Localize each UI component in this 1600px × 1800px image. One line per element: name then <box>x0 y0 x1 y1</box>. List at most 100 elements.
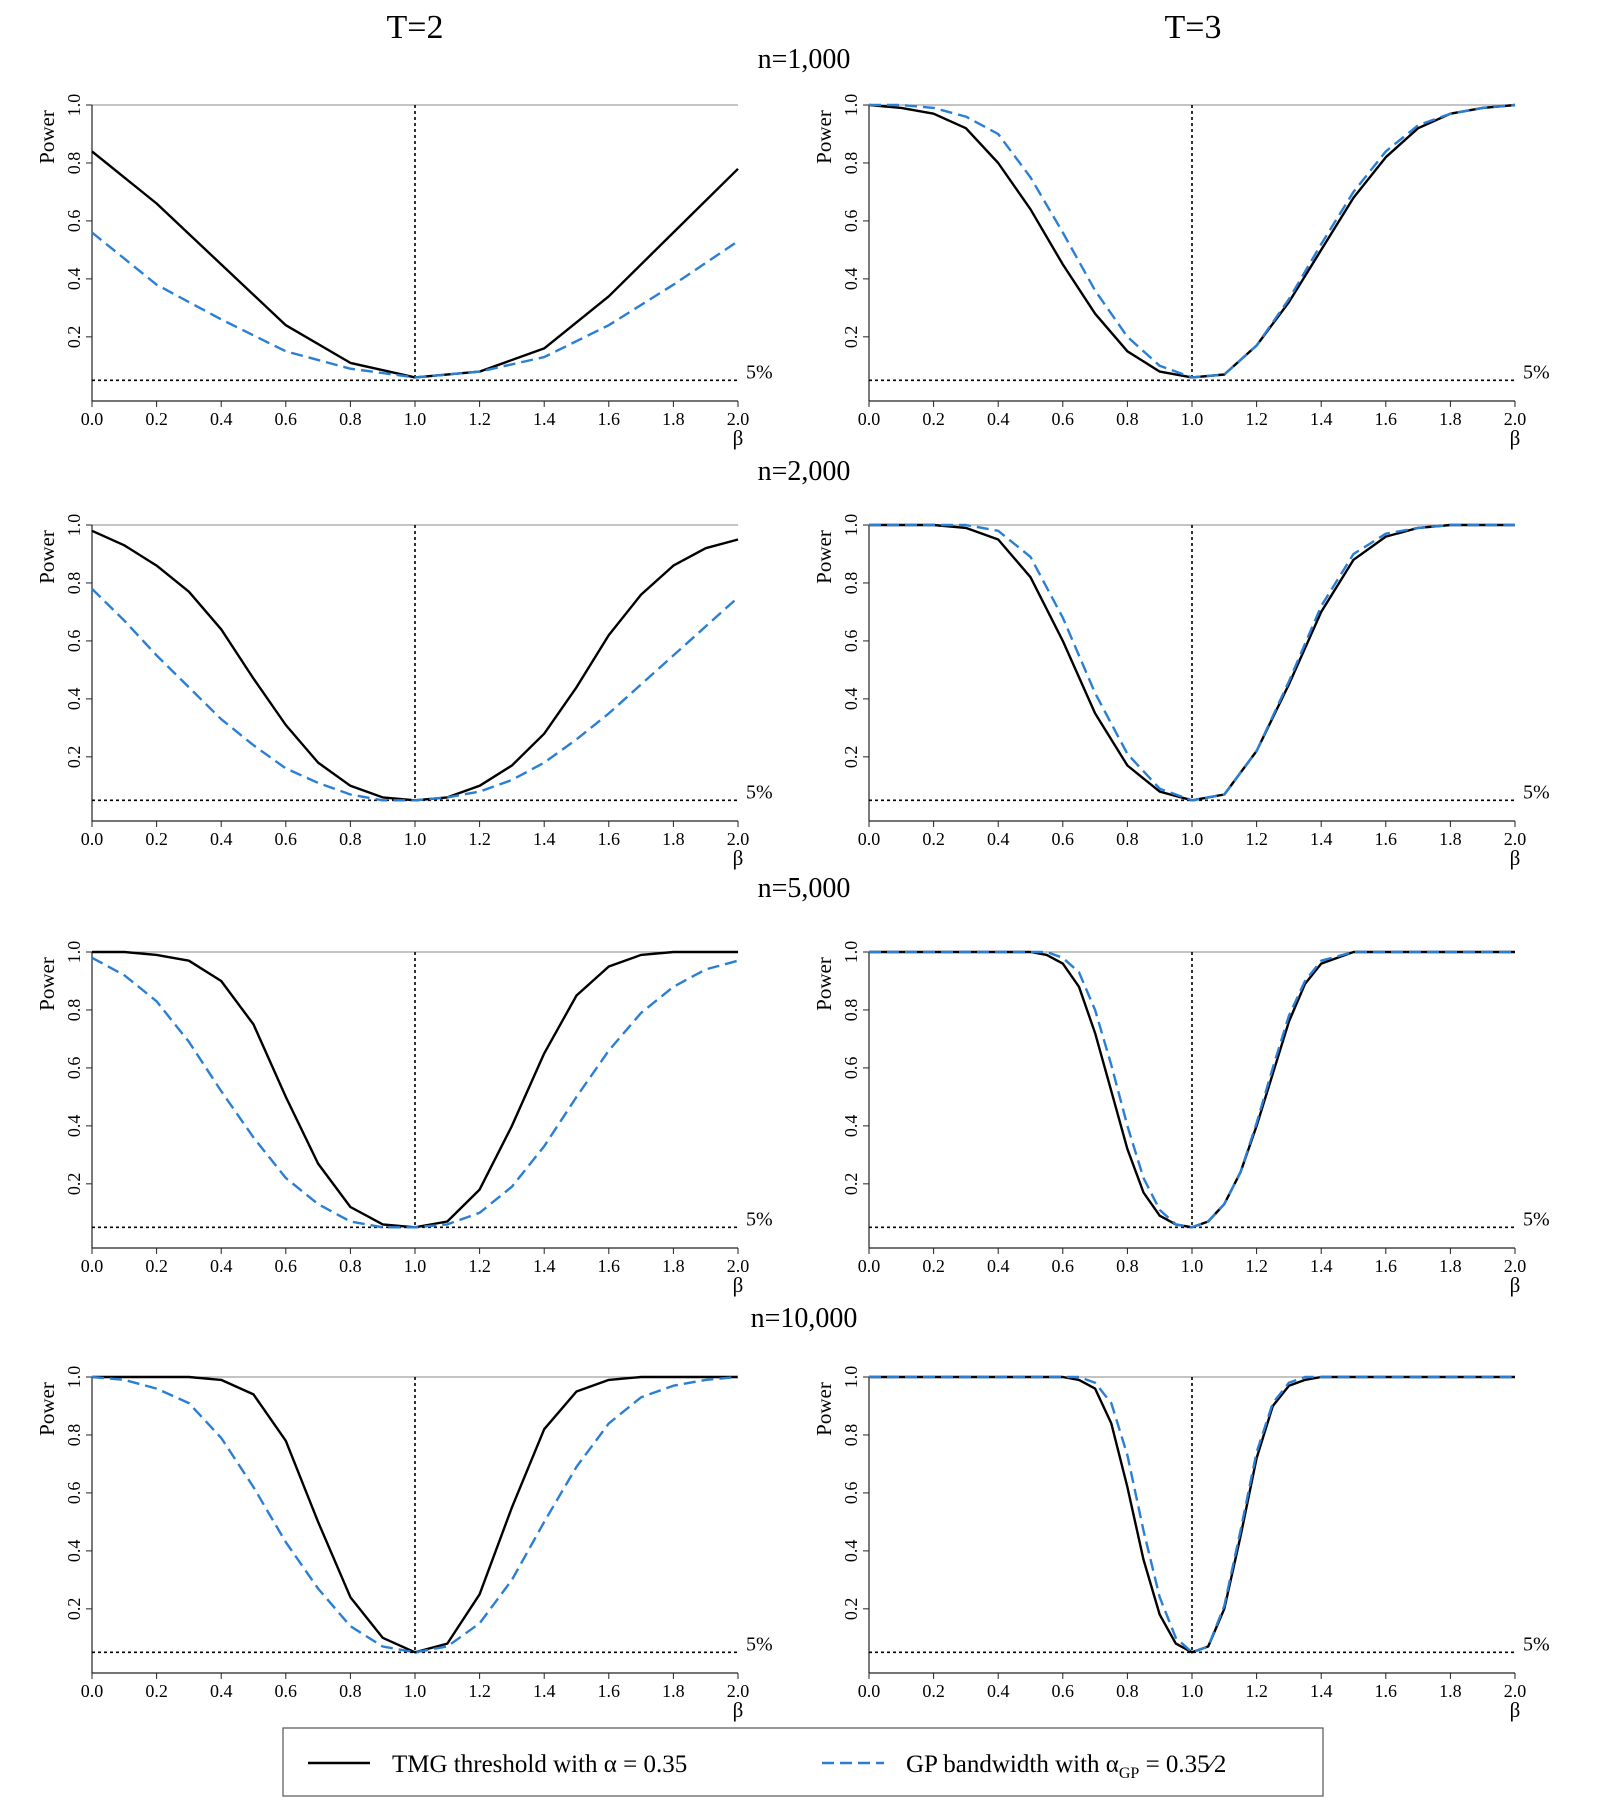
y-tick-label: 1.0 <box>841 94 861 117</box>
y-tick-label: 0.6 <box>64 210 84 233</box>
x-tick-label: 2.0 <box>727 1256 750 1276</box>
x-tick-label: 0.8 <box>339 1256 362 1276</box>
x-tick-label: 0.0 <box>858 409 881 429</box>
x-tick-label: 0.0 <box>81 1256 104 1276</box>
x-tick-label: 2.0 <box>1504 409 1527 429</box>
x-tick-label: 0.4 <box>210 1681 233 1701</box>
x-tick-label: 1.0 <box>1181 409 1204 429</box>
x-tick-label: 1.4 <box>533 1256 556 1276</box>
x-axis-label: β <box>1510 426 1521 450</box>
y-tick-label: 1.0 <box>841 514 861 537</box>
x-tick-label: 0.4 <box>987 1256 1010 1276</box>
x-tick-label: 1.0 <box>404 409 427 429</box>
y-tick-label: 0.6 <box>841 1057 861 1080</box>
y-tick-label: 0.2 <box>64 746 84 769</box>
y-tick-label: 0.6 <box>64 1057 84 1080</box>
y-tick-label: 0.2 <box>841 326 861 349</box>
x-tick-label: 2.0 <box>1504 829 1527 849</box>
legend-box <box>282 1727 1324 1797</box>
gp-bandwidth-line <box>869 1375 1515 1654</box>
x-tick-label: 0.6 <box>1052 409 1075 429</box>
x-tick-label: 1.2 <box>468 1681 491 1701</box>
legend-gp-label-prefix: GP bandwidth with α <box>906 1751 1119 1778</box>
x-tick-label: 1.4 <box>533 1681 556 1701</box>
x-tick-label: 1.4 <box>1310 829 1333 849</box>
y-tick-label: 0.2 <box>841 1598 861 1621</box>
panel-3: 0.0 0.2 0.4 0.6 0.8 1.0 1.2 1.4 1.6 1.8 2.0 0.2 0.4 0… <box>35 514 773 870</box>
legend-gp-label-sub: GP <box>1119 1765 1140 1782</box>
x-tick-label: 1.4 <box>1310 1681 1333 1701</box>
y-tick-label: 0.8 <box>64 572 84 595</box>
reference-label-5pct: 5% <box>746 781 773 803</box>
x-tick-label: 1.8 <box>1439 1256 1462 1276</box>
panel-1: 0.0 0.2 0.4 0.6 0.8 1.0 1.2 1.4 1.6 1.8 2.0 0.2 0.4 0… <box>35 94 773 450</box>
x-tick-label: 0.6 <box>1052 829 1075 849</box>
x-tick-label: 2.0 <box>1504 1681 1527 1701</box>
x-tick-label: 0.0 <box>858 829 881 849</box>
y-tick-label: 0.2 <box>64 326 84 349</box>
gp-bandwidth-line <box>91 956 739 1229</box>
y-tick-label: 0.6 <box>64 630 84 653</box>
row-title-n1000: n=1,000 <box>758 44 851 75</box>
x-tick-label: 1.2 <box>468 829 491 849</box>
gp-bandwidth-line <box>869 950 1515 1229</box>
x-tick-label: 1.8 <box>662 409 685 429</box>
y-tick-label: 0.8 <box>64 1424 84 1447</box>
x-tick-label: 0.2 <box>145 409 168 429</box>
x-tick-label: 0.8 <box>339 409 362 429</box>
x-tick-label: 1.0 <box>1181 1256 1204 1276</box>
legend-gp-label: GP bandwidth with αGP = 0.35∕2 <box>906 1751 1226 1782</box>
panel-4: 0.0 0.2 0.4 0.6 0.8 1.0 1.2 1.4 1.6 1.8 2.0 0.2 0.4 0… <box>812 514 1550 870</box>
x-tick-label: 1.6 <box>1375 1681 1398 1701</box>
y-tick-label: 0.4 <box>64 1115 84 1138</box>
gp-bandwidth-line <box>91 1375 739 1654</box>
reference-label-5pct: 5% <box>1523 1208 1550 1230</box>
x-tick-label: 0.8 <box>1116 829 1139 849</box>
x-tick-label: 1.4 <box>1310 1256 1333 1276</box>
x-tick-label: 2.0 <box>727 409 750 429</box>
x-axis-label: β <box>733 846 744 870</box>
x-tick-label: 0.0 <box>81 409 104 429</box>
y-tick-label: 0.8 <box>841 572 861 595</box>
x-tick-label: 0.0 <box>81 829 104 849</box>
x-tick-label: 0.6 <box>1052 1681 1075 1701</box>
y-axis-label: Power <box>35 1382 59 1436</box>
y-tick-label: 0.6 <box>64 1482 84 1505</box>
x-tick-label: 0.0 <box>81 1681 104 1701</box>
x-tick-label: 0.8 <box>1116 409 1139 429</box>
x-tick-label: 0.4 <box>210 409 233 429</box>
gp-bandwidth-line <box>869 103 1516 379</box>
x-tick-label: 1.2 <box>1245 1681 1268 1701</box>
y-tick-label: 0.2 <box>841 1173 861 1196</box>
x-tick-label: 1.0 <box>404 829 427 849</box>
x-axis-label: β <box>733 1698 744 1722</box>
y-tick-label: 0.2 <box>841 746 861 769</box>
reference-label-5pct: 5% <box>746 361 773 383</box>
panel-5: 0.0 0.2 0.4 0.6 0.8 1.0 1.2 1.4 1.6 1.8 2.0 0.2 0.4 0… <box>35 941 773 1297</box>
x-tick-label: 1.6 <box>1375 409 1398 429</box>
x-tick-label: 1.2 <box>468 1256 491 1276</box>
x-tick-label: 1.8 <box>1439 829 1462 849</box>
x-tick-label: 0.2 <box>922 1681 945 1701</box>
x-tick-label: 0.4 <box>987 409 1010 429</box>
x-tick-label: 1.2 <box>468 409 491 429</box>
panel-grid: 0.0 0.2 0.4 0.6 0.8 1.0 1.2 1.4 1.6 1.8 2.0 0.2 0.4 0… <box>35 94 1550 1722</box>
gp-bandwidth-line <box>869 523 1515 802</box>
x-axis-label: β <box>1510 1273 1521 1297</box>
x-tick-label: 1.4 <box>533 829 556 849</box>
x-axis-label: β <box>733 426 744 450</box>
y-tick-label: 0.8 <box>841 152 861 175</box>
x-tick-label: 0.4 <box>987 829 1010 849</box>
x-tick-label: 0.2 <box>145 829 168 849</box>
x-tick-label: 1.0 <box>1181 1681 1204 1701</box>
y-tick-label: 0.4 <box>841 688 861 711</box>
column-title-t2: T=2 <box>387 9 444 46</box>
x-tick-label: 0.6 <box>1052 1256 1075 1276</box>
y-tick-label: 0.6 <box>841 630 861 653</box>
reference-label-5pct: 5% <box>1523 1633 1550 1655</box>
legend: TMG threshold with α = 0.35 GP bandwidth… <box>282 1727 1324 1797</box>
y-tick-label: 0.4 <box>64 688 84 711</box>
y-axis-label: Power <box>812 1382 836 1436</box>
reference-label-5pct: 5% <box>1523 361 1550 383</box>
x-tick-label: 1.2 <box>1245 829 1268 849</box>
